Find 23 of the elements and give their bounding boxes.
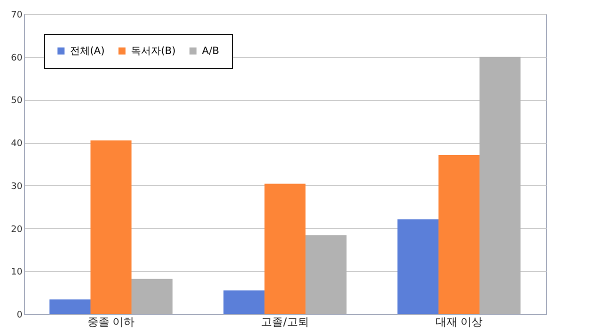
legend-label: 독서자(B) [131,46,176,57]
bar [397,219,438,314]
legend-label: A/B [202,46,220,57]
y-tick-label: 30 [11,182,23,192]
x-tick-label: 대재 이상 [435,316,483,328]
y-tick-label: 40 [11,139,23,150]
bar [480,56,521,314]
bar [132,278,173,314]
bar [438,155,480,314]
bar [223,290,264,314]
bar [306,235,347,314]
bar [264,184,306,314]
y-tick-label: 60 [11,53,23,64]
y-tick-label: 50 [11,96,23,106]
y-tick-label: 10 [11,268,23,278]
x-tick-label: 중졸 이하 [87,316,135,328]
y-tick-label: 70 [11,10,23,20]
y-tick-label: 0 [16,310,23,320]
legend-label: 전체(A) [70,46,105,57]
y-tick-label: 20 [11,224,23,235]
bar [49,299,90,314]
bar [90,140,132,314]
x-tick-label: 고졸/고퇴 [261,316,309,328]
